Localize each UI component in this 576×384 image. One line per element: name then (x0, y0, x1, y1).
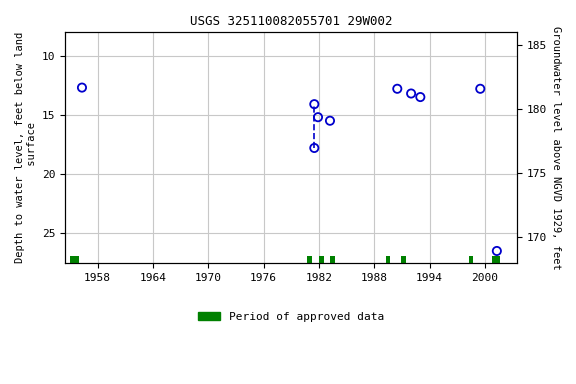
Bar (70, 256, 79, 263)
Bar (469, 256, 473, 263)
Y-axis label: Depth to water level, feet below land
 surface: Depth to water level, feet below land su… (15, 32, 37, 263)
Point (416, 94, 425, 100)
Point (310, 101, 319, 107)
Bar (401, 256, 406, 263)
Point (492, 248, 502, 254)
Point (77, 84, 86, 91)
Point (325, 118, 335, 124)
Point (313, 114, 323, 120)
Bar (386, 256, 391, 263)
Point (310, 145, 319, 151)
Title: USGS 325110082055701 29W002: USGS 325110082055701 29W002 (190, 15, 392, 28)
Bar (307, 256, 312, 263)
Point (476, 86, 485, 92)
Bar (331, 256, 335, 263)
Bar (492, 256, 499, 263)
Legend: Period of approved data: Period of approved data (194, 308, 389, 326)
Point (393, 86, 402, 92)
Point (407, 91, 416, 97)
Bar (319, 256, 324, 263)
Y-axis label: Groundwater level above NGVD 1929, feet: Groundwater level above NGVD 1929, feet (551, 25, 561, 269)
